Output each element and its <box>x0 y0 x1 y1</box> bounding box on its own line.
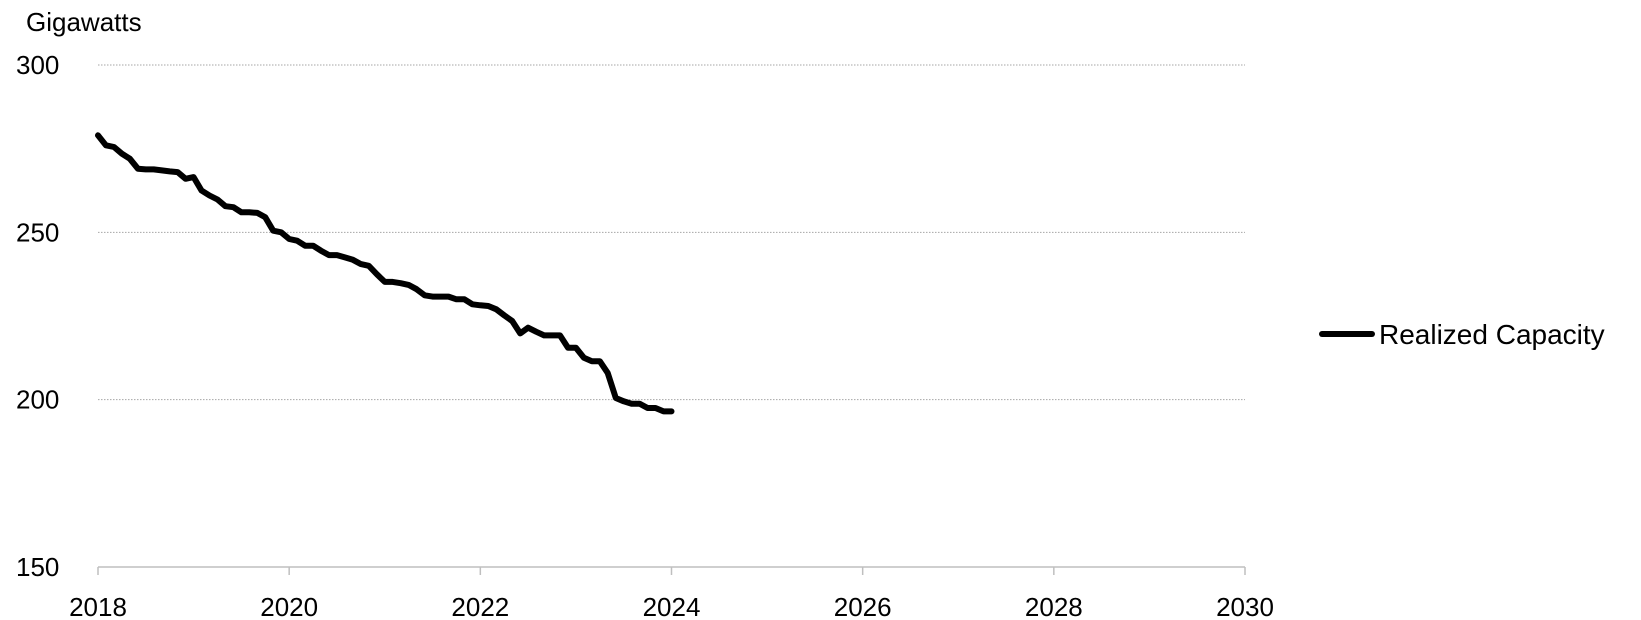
y-tick-label: 200 <box>16 385 59 415</box>
y-axis-unit-label: Gigawatts <box>26 7 142 37</box>
x-tick-label: 2022 <box>451 592 509 620</box>
legend: Realized Capacity <box>1319 319 1605 350</box>
y-axis-ticks: 150 200 250 300 <box>16 50 59 582</box>
x-tick-label: 2024 <box>643 592 701 620</box>
x-tick-label: 2028 <box>1025 592 1083 620</box>
x-tick-label: 2026 <box>834 592 892 620</box>
series-layer <box>95 132 675 415</box>
x-axis-ticks: 2018 2020 2022 2024 2026 2028 2030 <box>69 567 1274 620</box>
y-tick-label: 150 <box>16 552 59 582</box>
y-tick-label: 300 <box>16 50 59 80</box>
x-tick-label: 2020 <box>260 592 318 620</box>
x-tick-label: 2030 <box>1216 592 1274 620</box>
y-tick-label: 250 <box>16 217 59 247</box>
grid-lines <box>98 64 1245 401</box>
series-line-0 <box>95 132 675 415</box>
x-tick-label: 2018 <box>69 592 127 620</box>
legend-label: Realized Capacity <box>1379 319 1605 350</box>
